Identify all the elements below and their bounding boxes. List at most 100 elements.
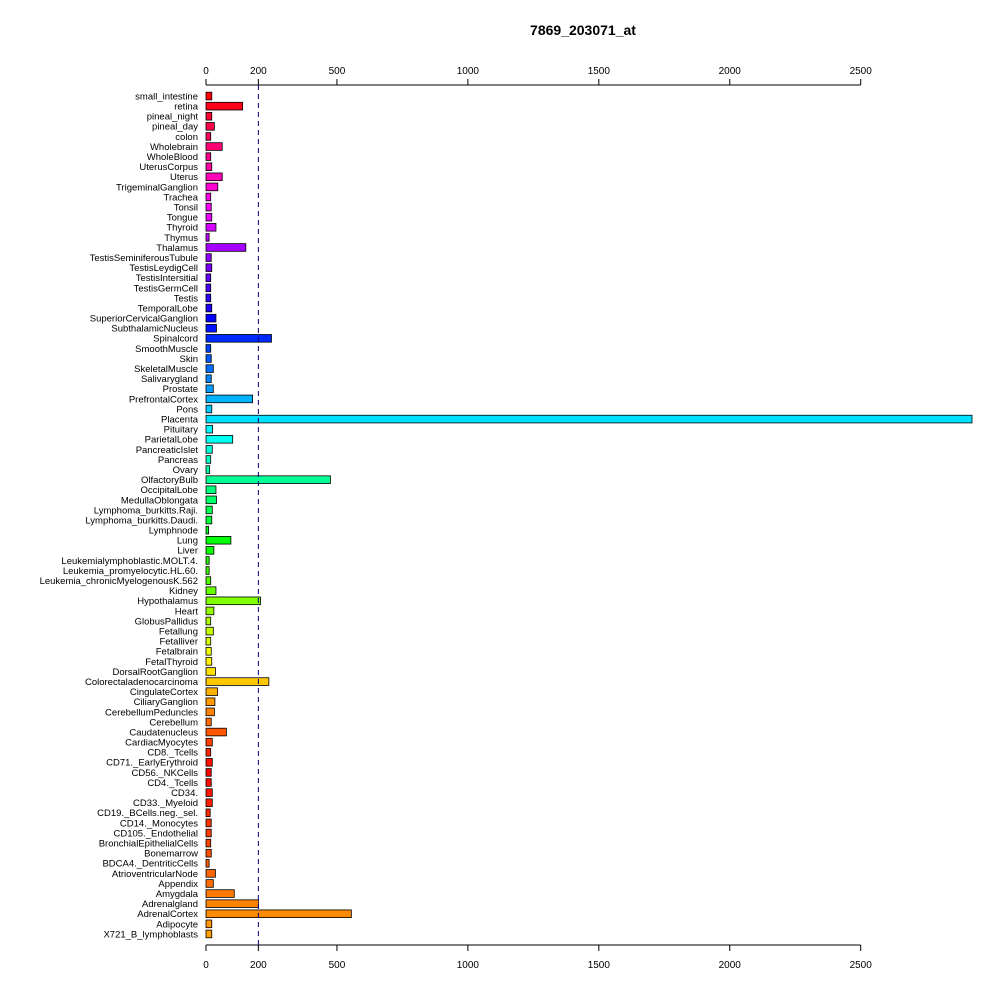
bar-Pancreas — [205, 455, 212, 464]
category-label: Pons — [176, 404, 198, 415]
bar-Lymphnode — [205, 525, 210, 535]
category-label: Fetallung — [159, 627, 198, 638]
category-label: PancreaticIslet — [136, 445, 199, 456]
category-label: CD34. — [171, 788, 198, 799]
tick-label: 1500 — [588, 66, 611, 77]
bar-Fetallung — [205, 626, 214, 636]
bar-Wholebrain — [205, 142, 223, 151]
category-label: colon — [175, 132, 198, 143]
bar-Pituitary — [205, 424, 213, 434]
category-label: OccipitalLobe — [140, 485, 198, 496]
category-label: Fetalliver — [159, 637, 198, 648]
category-label: TestisLeydigCell — [129, 263, 198, 274]
category-label: CardiacMyocytes — [125, 738, 198, 749]
category-label: Leukemia_promyelocytic.HL.60. — [63, 566, 198, 577]
bar-WholeBlood — [205, 152, 212, 161]
bar-TestisGermCell — [205, 283, 212, 293]
category-label: SmoothMuscle — [135, 344, 198, 355]
category-label: Spinalcord — [153, 334, 198, 345]
bar-colon — [205, 132, 212, 141]
category-label: CD105._Endothelial — [113, 828, 198, 839]
category-label: Thalamus — [156, 243, 198, 254]
bar-AdrenalCortex — [205, 909, 352, 918]
tick-label: 1000 — [457, 66, 480, 77]
category-label: Bonemarrow — [144, 849, 198, 860]
category-label: CD14._Monocytes — [120, 818, 198, 829]
category-label: CD33._Myeloid — [133, 798, 198, 809]
tick-label: 200 — [250, 66, 267, 77]
category-label: CingulateCortex — [130, 687, 198, 698]
bar-SmoothMuscle — [205, 344, 212, 353]
bar-Kidney — [205, 586, 217, 595]
category-label: Cerebellum — [149, 717, 198, 728]
bar-Leukemialymphoblastic.MOLT.4. — [205, 556, 210, 565]
category-label: Kidney — [169, 586, 198, 597]
category-label: Trachea — [164, 192, 199, 203]
category-label: Caudatenucleus — [129, 727, 198, 738]
category-labels: small_intestineretinapineal_nightpineal_… — [40, 91, 199, 940]
bar-TestisSeminiferousTubule — [205, 253, 212, 262]
bar-Testis — [205, 293, 212, 303]
category-label: CiliaryGanglion — [134, 697, 198, 708]
bar-PrefrontalCortex — [205, 394, 254, 404]
bar-Spinalcord — [205, 334, 272, 343]
bar-Prostate — [205, 384, 214, 394]
bar-Ovary — [205, 465, 211, 474]
bar-CD4._Tcells — [205, 778, 212, 787]
bar-Cerebellum — [205, 717, 212, 727]
bar-AtrioventricularNode — [205, 869, 216, 878]
bar-GlobusPallidus — [205, 616, 212, 626]
tick-label: 500 — [329, 960, 346, 971]
category-label: pineal_night — [147, 112, 199, 123]
category-label: Appendix — [158, 879, 198, 890]
category-label: Pituitary — [164, 425, 199, 436]
bar-Salivarygland — [205, 374, 212, 383]
category-label: DorsalRootGanglion — [112, 667, 198, 678]
bar-Lung — [205, 536, 232, 545]
bar-OlfactoryBulb — [205, 475, 331, 484]
bar-Leukemia_promyelocytic.HL.60. — [205, 566, 210, 575]
category-label: TrigeminalGanglion — [116, 182, 198, 193]
bar-CD14._Monocytes — [205, 818, 212, 828]
category-label: Pancreas — [158, 455, 198, 466]
category-label: OlfactoryBulb — [141, 475, 198, 486]
bar-Tongue — [205, 212, 213, 222]
bar-Thalamus — [205, 243, 247, 252]
category-label: pineal_day — [152, 122, 198, 133]
bar-Appendix — [205, 879, 214, 888]
top-axis: 0 200 500 1000 1500 2000 2500 — [203, 66, 872, 86]
bar-Fetalliver — [205, 636, 212, 646]
bar-DorsalRootGanglion — [205, 667, 216, 676]
category-label: SuperiorCervicalGanglion — [90, 314, 198, 325]
bar-CD33._Myeloid — [205, 798, 213, 807]
bar-X721_B_lymphoblasts — [205, 929, 213, 939]
bar-PancreaticIslet — [205, 445, 213, 454]
category-label: BronchialEpithelialCells — [99, 839, 199, 850]
category-label: X721_B_lymphoblasts — [103, 929, 198, 940]
tick-label: 1000 — [457, 960, 480, 971]
category-label: Thyroid — [166, 223, 198, 234]
bar-Hypothalamus — [205, 596, 261, 606]
bar-Amygdala — [205, 889, 235, 898]
bar-UterusCorpus — [205, 162, 213, 171]
category-label: Skin — [180, 354, 198, 365]
bar-CD71._EarlyErythroid — [205, 758, 213, 767]
category-label: Ovary — [173, 465, 199, 476]
bar-Thyroid — [205, 223, 217, 232]
category-label: Heart — [175, 606, 199, 617]
bar-BDCA4._DentriticCells — [205, 859, 210, 868]
category-label: PrefrontalCortex — [129, 394, 198, 405]
category-label: Lung — [177, 536, 198, 547]
category-label: retina — [174, 102, 198, 113]
bar-small_intestine — [205, 91, 213, 101]
bar-Bonemarrow — [205, 848, 212, 858]
bar-CardiacMyocytes — [205, 737, 213, 747]
bar-Lymphoma_burkitts.Raji. — [205, 505, 213, 515]
bar-Fetalbrain — [205, 647, 212, 656]
bar-SubthalamicNucleus — [205, 323, 217, 333]
bar-CD105._Endothelial — [205, 828, 212, 838]
bar-Adipocyte — [205, 919, 213, 929]
bars — [205, 91, 973, 939]
bar-TrigeminalGanglion — [205, 182, 219, 192]
category-label: Amygdala — [156, 889, 199, 900]
